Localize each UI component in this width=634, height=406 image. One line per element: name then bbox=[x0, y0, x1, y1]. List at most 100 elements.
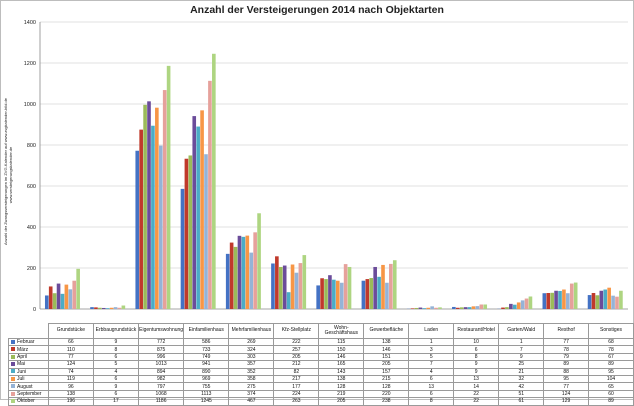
x-tick-label: Resthof bbox=[544, 324, 589, 339]
table-cell: 115 bbox=[319, 339, 364, 346]
bar-oktober-6 bbox=[348, 267, 352, 309]
bar-februar-7 bbox=[362, 281, 366, 309]
table-cell: 467 bbox=[229, 398, 274, 405]
x-tick-label: Grundstücke bbox=[48, 324, 93, 339]
legend-label: Juli bbox=[17, 376, 25, 382]
table-cell: 146 bbox=[319, 353, 364, 360]
table-cell: 82 bbox=[274, 368, 319, 375]
bar-september-9 bbox=[479, 304, 483, 309]
table-cell: 755 bbox=[184, 383, 229, 390]
table-cell: 21 bbox=[499, 368, 544, 375]
legend-swatch bbox=[11, 355, 15, 359]
table-cell: 941 bbox=[184, 361, 229, 368]
x-tick-label: Gewerbefläche bbox=[364, 324, 409, 339]
table-cell: 9 bbox=[454, 361, 499, 368]
table-cell: 14 bbox=[454, 383, 499, 390]
table-cell: 6 bbox=[409, 390, 454, 397]
table-cell: 1 bbox=[409, 339, 454, 346]
legend-entry: Juli bbox=[9, 375, 49, 382]
table-cell: 6 bbox=[93, 353, 138, 360]
table-cell: 4 bbox=[93, 368, 138, 375]
table-cell: 205 bbox=[274, 353, 319, 360]
bar-juni-7 bbox=[377, 277, 381, 309]
table-cell: 157 bbox=[364, 368, 409, 375]
table-cell: 215 bbox=[364, 375, 409, 382]
bar-april-10 bbox=[505, 307, 509, 309]
table-cell: 374 bbox=[229, 390, 274, 397]
legend-label: September bbox=[17, 391, 41, 397]
bar-juli-11 bbox=[562, 290, 566, 309]
table-cell: 32 bbox=[499, 375, 544, 382]
table-cell: 6 bbox=[93, 375, 138, 382]
legend-entry: Oktober bbox=[9, 398, 49, 405]
table-cell: 875 bbox=[139, 346, 184, 353]
table-cell: 89 bbox=[589, 398, 634, 405]
bar-april-7 bbox=[369, 278, 373, 309]
table-cell: 263 bbox=[274, 398, 319, 405]
legend-swatch bbox=[11, 377, 15, 381]
bar-märz-3 bbox=[185, 159, 189, 309]
table-cell: 257 bbox=[274, 346, 319, 353]
y-tick-label: 400 bbox=[27, 225, 36, 231]
table-cell: 217 bbox=[274, 375, 319, 382]
bar-mai-2 bbox=[147, 101, 151, 309]
bar-oktober-5 bbox=[302, 255, 306, 309]
table-cell: 65 bbox=[589, 383, 634, 390]
table-cell: 51 bbox=[499, 390, 544, 397]
bar-oktober-2 bbox=[167, 66, 171, 309]
bar-juli-5 bbox=[291, 265, 295, 309]
table-cell: 128 bbox=[364, 383, 409, 390]
table-cell: 88 bbox=[544, 368, 589, 375]
table-cell: 324 bbox=[229, 346, 274, 353]
table-cell: 224 bbox=[274, 390, 319, 397]
table-cell: 1113 bbox=[184, 390, 229, 397]
bar-september-1 bbox=[118, 308, 122, 309]
x-tick-label: Kfz-Stellplatz bbox=[274, 324, 319, 339]
table-cell: 22 bbox=[454, 390, 499, 397]
bar-september-12 bbox=[615, 297, 619, 309]
y-tick-label: 0 bbox=[33, 307, 36, 313]
table-cell: 890 bbox=[184, 368, 229, 375]
bar-mai-7 bbox=[373, 267, 377, 309]
table-cell: 6 bbox=[409, 375, 454, 382]
bar-oktober-7 bbox=[393, 260, 397, 309]
y-tick-label: 1400 bbox=[24, 20, 36, 26]
table-cell: 77 bbox=[48, 353, 93, 360]
bar-februar-4 bbox=[226, 254, 230, 309]
bar-oktober-9 bbox=[483, 304, 487, 309]
table-cell: 5 bbox=[409, 353, 454, 360]
table-cell: 42 bbox=[499, 383, 544, 390]
legend-entry: April bbox=[9, 353, 49, 360]
table-cell: 1068 bbox=[139, 390, 184, 397]
table-cell: 143 bbox=[319, 368, 364, 375]
table-cell: 22 bbox=[454, 398, 499, 405]
bar-august-3 bbox=[204, 154, 208, 309]
y-tick-label: 1000 bbox=[24, 102, 36, 108]
bar-september-5 bbox=[299, 263, 303, 309]
bar-september-3 bbox=[208, 81, 212, 309]
bar-juni-1 bbox=[106, 308, 110, 309]
table-cell: 6 bbox=[454, 346, 499, 353]
x-tick-label: Eigentumswohnung bbox=[139, 324, 184, 339]
bar-juli-12 bbox=[607, 288, 611, 309]
bar-august-11 bbox=[566, 293, 570, 309]
bar-mai-1 bbox=[102, 308, 106, 309]
table-cell: 219 bbox=[319, 390, 364, 397]
table-cell: 996 bbox=[139, 353, 184, 360]
bar-juli-1 bbox=[110, 308, 114, 309]
table-corner bbox=[9, 324, 49, 339]
legend-swatch bbox=[11, 384, 15, 388]
legend-swatch bbox=[11, 347, 15, 351]
table-cell: 128 bbox=[319, 383, 364, 390]
table-cell: 138 bbox=[319, 375, 364, 382]
bar-september-6 bbox=[344, 264, 348, 309]
table-cell: 275 bbox=[229, 383, 274, 390]
bar-april-6 bbox=[324, 279, 328, 309]
table-cell: 78 bbox=[589, 346, 634, 353]
bar-september-8 bbox=[434, 308, 438, 309]
bar-oktober-11 bbox=[574, 283, 578, 309]
